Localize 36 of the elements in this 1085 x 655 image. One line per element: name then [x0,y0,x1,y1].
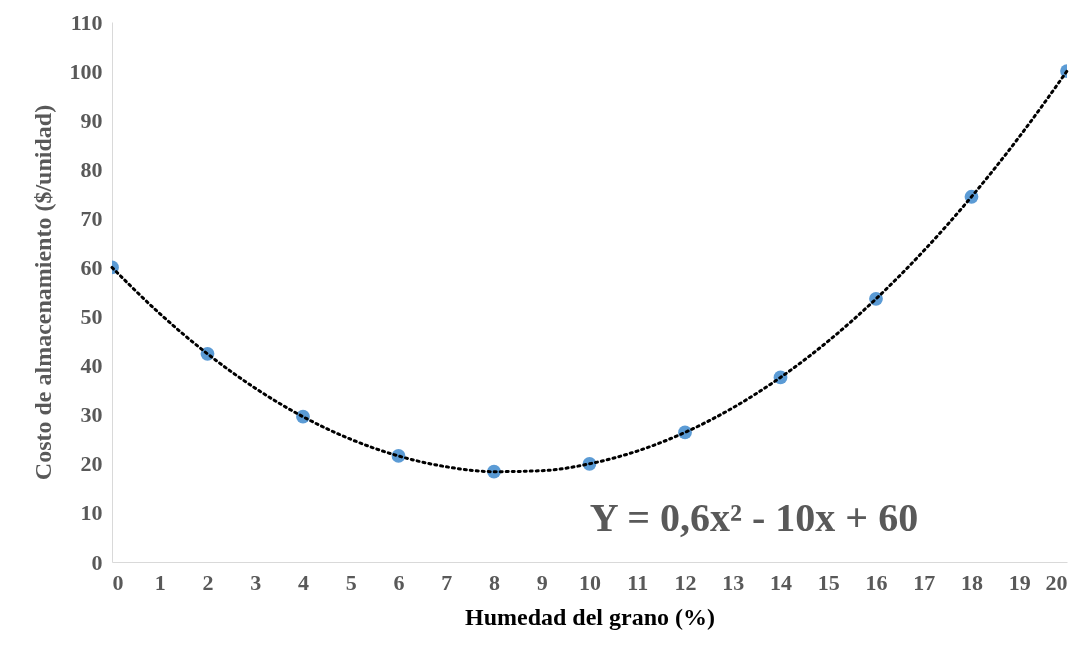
y-tick-label: 110 [70,9,103,35]
x-tick-label: 13 [722,569,745,595]
x-tick-label: 9 [536,569,548,595]
x-tick-label: 12 [674,569,697,595]
y-tick-label: 40 [80,353,103,379]
y-tick-label: 20 [80,451,103,477]
y-tick-label: 70 [80,205,103,231]
x-tick-label: 0 [112,569,124,595]
x-tick-label: 20 [1045,569,1068,595]
y-tick-label: 50 [80,304,103,330]
y-tick-label: 30 [80,402,103,428]
y-tick-label: 90 [80,107,103,133]
x-tick-label: 11 [627,569,649,595]
x-tick-label: 14 [770,569,792,595]
x-tick-label: 16 [865,569,888,595]
x-tick-label: 15 [817,569,840,595]
x-tick-label: 17 [913,569,936,595]
annotation: Y = 0,6x² - 10x + 60 [589,495,919,540]
x-tick-label: 5 [345,569,357,595]
x-tick-label: 6 [393,569,405,595]
x-tick-label: 18 [961,569,983,595]
x-tick-label: 1 [154,569,166,595]
y-axis-title: Costo de almacenamiento ($/unidad) [29,104,56,481]
x-tick-label: 19 [1008,569,1031,595]
x-tick-label: 3 [250,569,262,595]
y-tick-label: 100 [69,58,103,84]
x-tick-label: 8 [489,569,500,595]
y-tick-label: 10 [80,500,103,526]
x-axis-title: Humedad del grano (%) [464,603,716,630]
x-tick-label: 10 [579,569,601,595]
x-tick-label: 7 [441,569,453,595]
y-tick-label: 0 [91,549,103,575]
x-tick-label: 4 [298,569,309,595]
x-tick-label: 2 [202,569,214,595]
y-tick-label: 80 [80,156,103,182]
y-tick-label: 60 [80,254,103,280]
